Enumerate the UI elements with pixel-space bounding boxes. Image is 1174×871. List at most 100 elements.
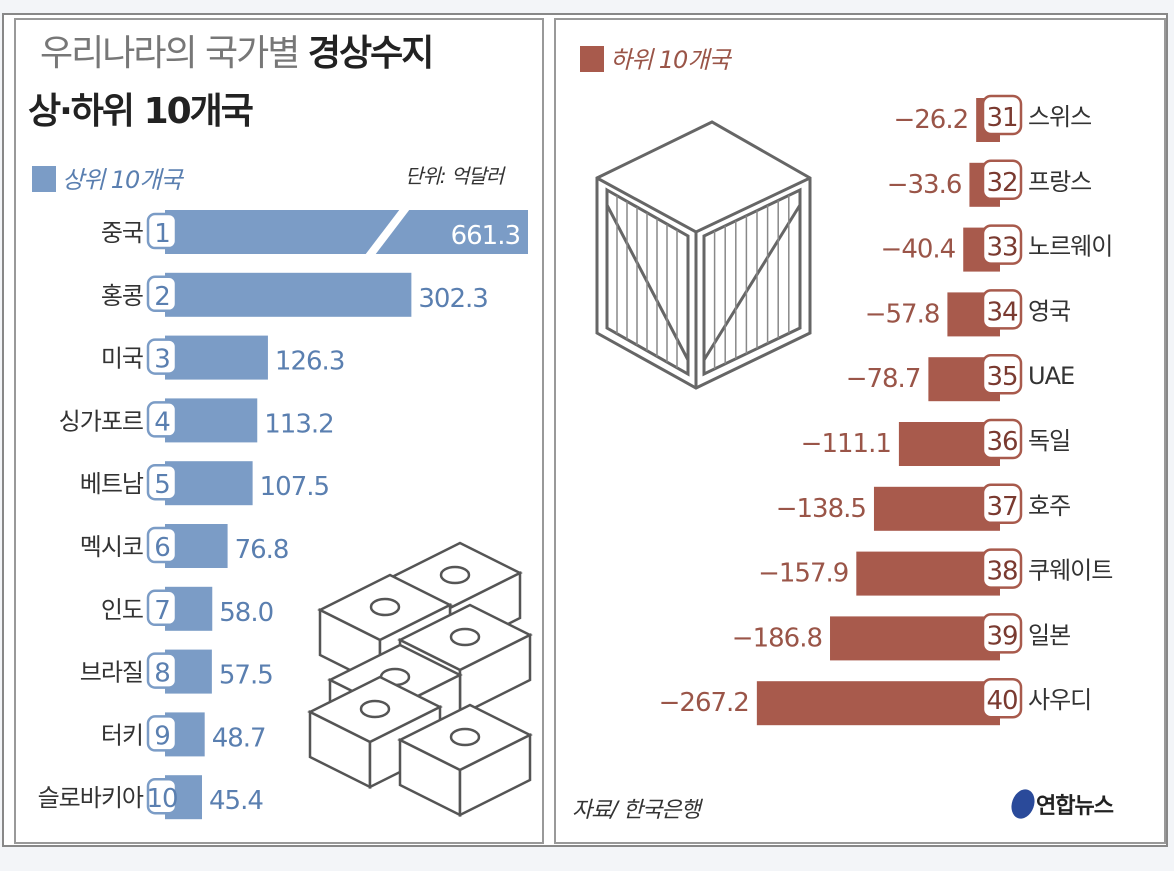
value-label: −33.6 xyxy=(887,170,962,200)
bar-top-2 xyxy=(165,272,412,317)
category-label: 중국 xyxy=(101,219,143,247)
bill-emblem xyxy=(359,699,391,719)
bar-bottom-40 xyxy=(756,681,1000,726)
legend-swatch xyxy=(32,166,56,192)
category-label: UAE xyxy=(1028,362,1074,390)
value-label: −157.9 xyxy=(758,559,848,589)
rank-badge xyxy=(981,353,1023,395)
rank-label: 31 xyxy=(986,103,1017,133)
bar-top-5 xyxy=(165,461,253,506)
value-label: 126.3 xyxy=(275,347,344,377)
money-stack-illustration xyxy=(307,541,533,818)
value-label: 45.4 xyxy=(209,786,263,816)
value-label: −40.4 xyxy=(881,235,956,265)
rank-label: 39 xyxy=(986,621,1017,651)
category-label: 슬로바키아 xyxy=(38,784,144,812)
rank-badge xyxy=(981,159,1023,201)
rank-label: 7 xyxy=(154,596,170,626)
rank-label: 1 xyxy=(154,219,170,249)
rank-label: 8 xyxy=(154,659,170,689)
value-label: 113.2 xyxy=(264,409,333,439)
category-label: 브라질 xyxy=(80,659,143,687)
bill-emblem xyxy=(449,627,481,647)
rank-label: 35 xyxy=(986,362,1017,392)
axis-break xyxy=(365,209,410,255)
bill-emblem xyxy=(439,565,471,585)
rank-label: 37 xyxy=(986,492,1017,522)
value-label: 48.7 xyxy=(212,723,266,753)
category-label: 영국 xyxy=(1028,297,1070,325)
rank-label: 4 xyxy=(154,407,170,437)
value-label: −267.2 xyxy=(659,688,749,718)
value-label: 76.8 xyxy=(235,535,289,565)
bar-top-3 xyxy=(165,335,268,380)
bar-bottom-38 xyxy=(856,551,1000,596)
bar-bottom-37 xyxy=(873,486,1000,531)
rank-badge xyxy=(146,401,178,438)
chart-title: 우리나라의 국가별 경상수지 xyxy=(40,24,434,76)
category-label: 일본 xyxy=(1028,621,1070,649)
category-label: 쿠웨이트 xyxy=(1028,557,1112,585)
title-light: 우리나라의 국가별 xyxy=(40,33,300,74)
rank-label: 36 xyxy=(986,427,1017,457)
legend-top: 상위 10개국 xyxy=(32,160,182,195)
source-note: 자료/ 한국은행 xyxy=(572,798,701,823)
value-label: −78.7 xyxy=(846,364,921,394)
rank-label: 34 xyxy=(986,297,1018,327)
value-label: −111.1 xyxy=(801,429,891,459)
rank-label: 3 xyxy=(154,345,170,375)
rank-badge xyxy=(981,418,1023,460)
category-label: 인도 xyxy=(101,596,143,624)
value-label: 107.5 xyxy=(260,472,329,502)
rank-badge xyxy=(981,548,1023,589)
category-label: 홍콩 xyxy=(101,282,143,310)
rank-badge xyxy=(146,589,178,627)
rank-badge xyxy=(146,212,178,250)
category-label: 프랑스 xyxy=(1028,168,1091,196)
crate-slats xyxy=(616,195,790,369)
category-label: 멕시코 xyxy=(80,533,143,561)
chart-subtitle: 상·하위 10개국 xyxy=(28,91,254,132)
bar-bottom-39 xyxy=(830,616,1000,661)
yonhap-logo: 연합뉴스 xyxy=(1007,786,1114,822)
bar-top-1 xyxy=(165,210,528,254)
bill-front xyxy=(458,732,532,818)
value-label: 57.5 xyxy=(219,661,273,691)
bill-emblem xyxy=(369,597,401,617)
rank-badge xyxy=(981,677,1023,719)
rank-label: 9 xyxy=(154,721,170,751)
rank-badge xyxy=(146,275,178,313)
category-label: 독일 xyxy=(1028,427,1070,455)
rank-badge xyxy=(981,289,1023,330)
rank-badge xyxy=(146,338,178,375)
category-label: 스위스 xyxy=(1028,103,1091,131)
title-bold: 경상수지 xyxy=(307,33,434,74)
rank-badge xyxy=(146,715,178,752)
value-label: −26.2 xyxy=(893,105,968,135)
rank-label: 33 xyxy=(986,233,1017,263)
rank-badge xyxy=(981,613,1023,654)
value-label: −186.8 xyxy=(732,623,822,653)
rank-label: 5 xyxy=(154,470,170,500)
category-label: 미국 xyxy=(101,345,143,373)
rank-label: 40 xyxy=(986,686,1017,716)
category-label: 베트남 xyxy=(80,470,144,498)
value-label: −57.8 xyxy=(865,299,940,329)
bill-emblem xyxy=(449,727,481,747)
rank-label: 32 xyxy=(986,168,1017,198)
rank-label: 2 xyxy=(154,282,170,312)
value-label: 302.3 xyxy=(418,284,487,314)
rank-badge xyxy=(146,526,178,564)
rank-label: 38 xyxy=(986,557,1017,587)
bar-top-4 xyxy=(165,398,258,443)
rank-label: 10 xyxy=(146,784,177,814)
rank-badge xyxy=(981,94,1023,136)
category-label: 노르웨이 xyxy=(1028,233,1112,261)
value-label: 661.3 xyxy=(451,221,520,251)
value-label: −138.5 xyxy=(776,494,866,524)
value-label: 58.0 xyxy=(219,598,273,628)
logo-text: 연합뉴스 xyxy=(1036,794,1114,819)
legend-swatch xyxy=(580,46,604,72)
rank-badge xyxy=(146,777,178,815)
